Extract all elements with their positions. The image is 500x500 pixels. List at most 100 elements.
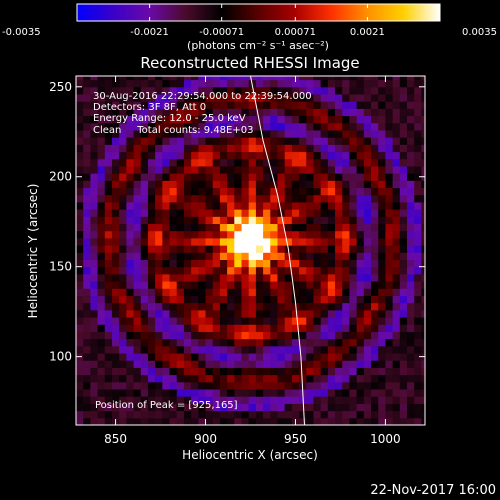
heatmap-cell <box>212 201 221 210</box>
heatmap-cell <box>133 266 142 275</box>
heatmap-cell <box>133 331 142 340</box>
heatmap-cell <box>140 331 149 340</box>
heatmap-cell <box>421 129 425 138</box>
heatmap-cell <box>291 410 300 419</box>
heatmap-cell <box>392 345 401 354</box>
heatmap-cell <box>97 209 106 217</box>
heatmap-cell <box>126 245 135 253</box>
heatmap-cell <box>90 76 99 81</box>
heatmap-cell <box>241 108 250 117</box>
heatmap-cell <box>227 230 235 239</box>
heatmap-cell <box>385 209 394 217</box>
heatmap-cell <box>291 288 300 296</box>
heatmap-cell <box>169 79 178 88</box>
heatmap-cell <box>248 201 257 210</box>
heatmap-cell <box>140 273 149 282</box>
heatmap-cell <box>299 417 307 425</box>
heatmap-cell <box>176 201 185 210</box>
heatmap-cell <box>140 360 149 368</box>
heatmap-cell <box>183 309 192 318</box>
heatmap-cell <box>349 122 358 131</box>
heatmap-cell <box>198 144 207 153</box>
heatmap-cell <box>219 338 228 347</box>
heatmap-cell <box>270 345 278 354</box>
heatmap-cell <box>205 122 214 131</box>
heatmap-cell <box>313 381 322 390</box>
heatmap-cell <box>363 331 372 340</box>
heatmap-cell <box>320 252 329 260</box>
heatmap-cell <box>399 309 408 318</box>
heatmap-cell <box>104 79 113 88</box>
heatmap-cell <box>90 165 99 174</box>
heatmap-cell <box>291 389 300 397</box>
heatmap-cell <box>392 223 401 232</box>
heatmap-cell <box>335 396 343 404</box>
heatmap-cell <box>212 93 221 102</box>
heatmap-cell <box>191 367 199 376</box>
heatmap-cell <box>219 367 228 376</box>
heatmap-cell <box>407 288 415 296</box>
heatmap-cell <box>248 374 257 383</box>
heatmap-cell <box>421 309 425 318</box>
heatmap-cell <box>363 266 372 275</box>
heatmap-cell <box>227 360 235 368</box>
heatmap-cell <box>90 93 99 102</box>
heatmap-cell <box>313 101 322 109</box>
heatmap-cell <box>140 158 149 167</box>
heatmap-cell <box>392 266 401 275</box>
heatmap-cell <box>349 302 358 311</box>
heatmap-cell <box>140 101 149 109</box>
heatmap-cell <box>270 223 278 232</box>
annotation-energy-range: Energy Range: 12.0 - 25.0 keV <box>93 113 246 124</box>
heatmap-cell <box>133 101 142 109</box>
heatmap-cell <box>335 201 343 210</box>
heatmap-cell <box>291 230 300 239</box>
heatmap-cell <box>270 374 278 383</box>
heatmap-cell <box>97 194 106 203</box>
heatmap-cell <box>349 101 358 109</box>
heatmap-cell <box>291 309 300 318</box>
heatmap-cell <box>263 76 271 81</box>
heatmap-cell <box>119 237 127 246</box>
heatmap-cell <box>241 230 250 239</box>
heatmap-cell <box>126 122 135 131</box>
heatmap-cell <box>234 201 243 210</box>
heatmap-cell <box>140 187 149 196</box>
heatmap-cell <box>219 230 228 239</box>
heatmap-cell <box>147 345 156 354</box>
heatmap-cell <box>111 338 120 347</box>
heatmap-cell <box>119 86 127 95</box>
heatmap-cell <box>342 317 350 325</box>
heatmap-cell <box>147 389 156 397</box>
heatmap-cell <box>104 309 113 318</box>
heatmap-cell <box>407 158 415 167</box>
heatmap-cell <box>248 410 257 419</box>
heatmap-cell <box>119 266 127 275</box>
heatmap-cell <box>421 403 425 412</box>
heatmap-cell <box>255 137 264 145</box>
heatmap-cell <box>284 288 293 296</box>
heatmap-cell <box>169 324 178 332</box>
heatmap-cell <box>227 93 235 102</box>
heatmap-cell <box>83 86 91 95</box>
heatmap-cell <box>198 403 207 412</box>
heatmap-cell <box>371 86 379 95</box>
heatmap-cell <box>111 374 120 383</box>
heatmap-cell <box>313 79 322 88</box>
heatmap-cell <box>198 165 207 174</box>
heatmap-cell <box>291 180 300 189</box>
heatmap-cell <box>407 194 415 203</box>
heatmap-cell <box>90 266 99 275</box>
heatmap-cell <box>227 165 235 174</box>
heatmap-cell <box>234 165 243 174</box>
heatmap-cell <box>234 403 243 412</box>
heatmap-cell <box>83 187 91 196</box>
heatmap-cell <box>104 122 113 131</box>
heatmap-cell <box>270 252 278 260</box>
heatmap-cell <box>349 76 358 81</box>
heatmap-cell <box>248 158 257 167</box>
heatmap-cell <box>414 281 422 289</box>
heatmap-cell <box>83 180 91 189</box>
heatmap-cell <box>169 309 178 318</box>
heatmap-cell <box>126 396 135 404</box>
